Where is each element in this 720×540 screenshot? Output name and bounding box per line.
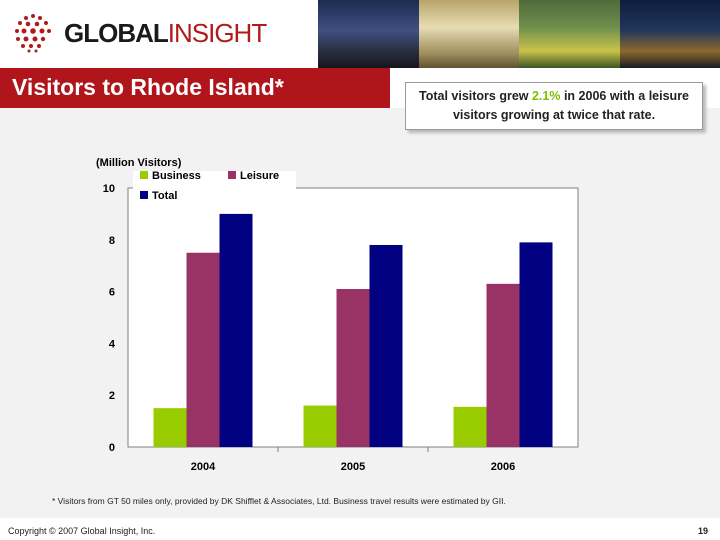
x-category-label: 2004 (191, 461, 216, 473)
logo-wordmark: GLOBALINSIGHT (64, 18, 267, 49)
legend-label-business: Business (152, 170, 201, 182)
bar-leisure-2005 (336, 289, 370, 447)
legend-label-leisure: Leisure (240, 170, 279, 182)
legend-box (133, 171, 296, 209)
copyright: Copyright © 2007 Global Insight, Inc. (8, 526, 156, 536)
bar-business-2006 (453, 406, 487, 447)
photo-garden (519, 0, 620, 68)
legend-swatch-leisure (228, 171, 236, 179)
y-tick-label: 8 (109, 235, 115, 247)
bar-total-2006 (519, 242, 553, 447)
bar-business-2004 (153, 408, 187, 447)
x-axis-labels: 2004 2005 2006 (191, 447, 515, 473)
bar-leisure-2006 (486, 283, 520, 447)
y-tick-label: 4 (109, 338, 116, 350)
footnote: * Visitors from GT 50 miles only, provid… (52, 496, 506, 506)
legend: Business Leisure Total (133, 170, 296, 209)
y-tick-label: 10 (103, 183, 115, 195)
y-axis-ticks: 0 2 4 6 8 10 (103, 183, 116, 454)
y-tick-label: 0 (109, 442, 115, 454)
page-title: Visitors to Rhode Island* (12, 74, 284, 100)
logo-part-global: GLOBAL (64, 18, 169, 48)
callout-box: Total visitors grew 2.1% in 2006 with a … (405, 82, 703, 130)
legend-swatch-total (140, 191, 148, 199)
x-category-label: 2006 (491, 461, 515, 473)
x-category-label: 2005 (341, 461, 365, 473)
title-banner: Visitors to Rhode Island* (0, 68, 390, 108)
y-tick-label: 2 (109, 390, 115, 402)
legend-swatch-business (140, 171, 148, 179)
bar-leisure-2004 (186, 252, 220, 447)
photo-ballroom (418, 0, 519, 68)
logo-part-insight: INSIGHT (167, 18, 267, 48)
callout-text-start: Total visitors grew (418, 89, 532, 103)
legend-label-total: Total (152, 190, 177, 202)
bars (153, 213, 553, 447)
page-number: 19 (697, 526, 708, 536)
unit-label: (Million Visitors) (96, 157, 182, 169)
header: GLOBALINSIGHT (0, 0, 720, 68)
bar-business-2005 (303, 405, 337, 447)
photo-lighthouse (318, 0, 419, 68)
photo-city-night (619, 0, 720, 68)
header-photo-strip (318, 0, 720, 68)
callout-text-end: in 2006 with a leisure visitors growing … (452, 89, 690, 122)
bar-total-2004 (219, 213, 253, 447)
globe-logo-icon (15, 14, 51, 53)
bar-total-2005 (369, 244, 403, 447)
callout-highlight: 2.1% (531, 89, 561, 103)
y-tick-label: 6 (109, 287, 115, 299)
